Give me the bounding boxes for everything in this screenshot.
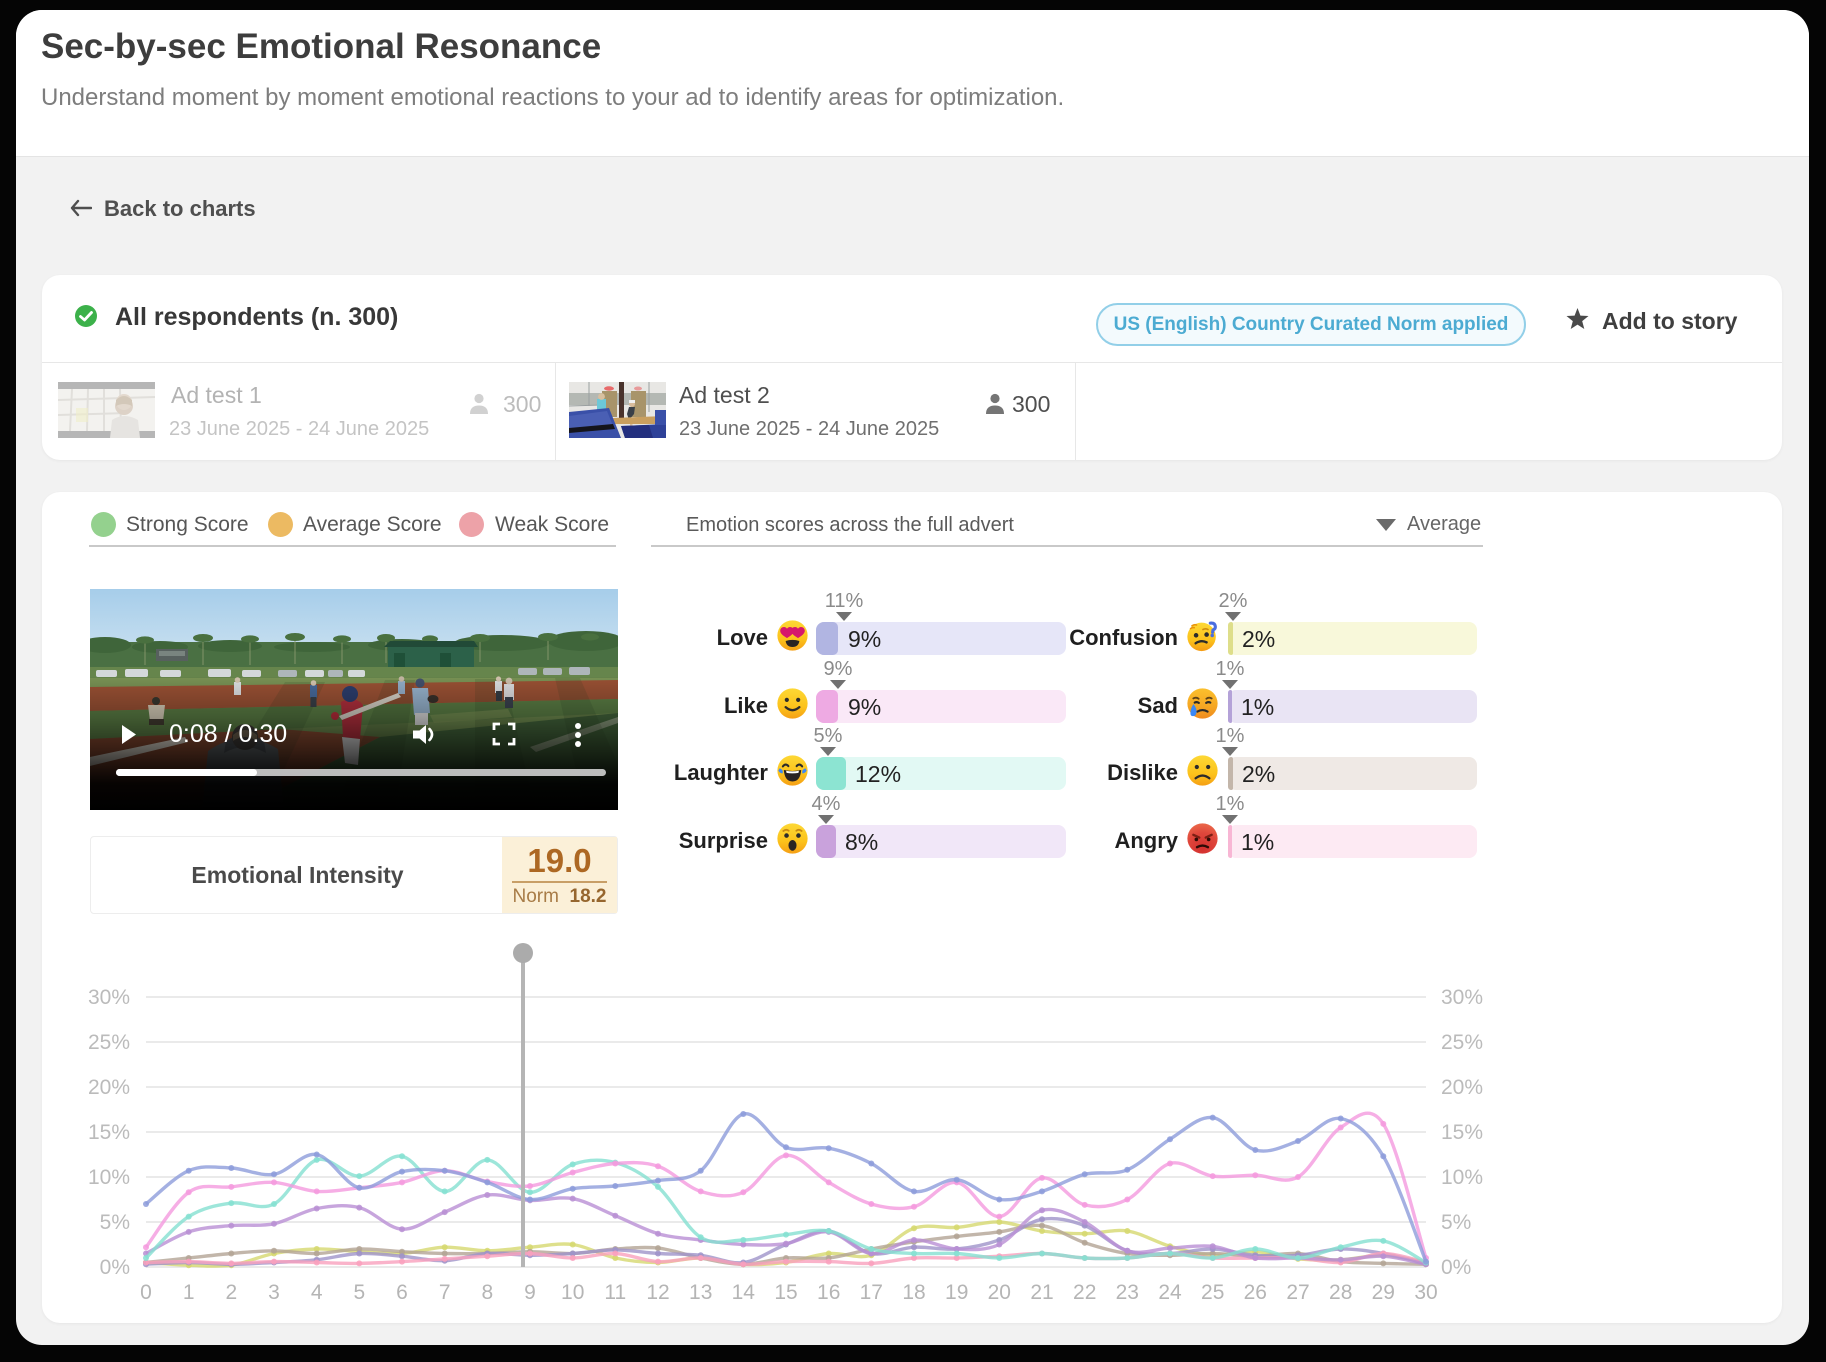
svg-text:12: 12 bbox=[646, 1281, 669, 1304]
svg-text:7: 7 bbox=[439, 1281, 451, 1304]
svg-text:10%: 10% bbox=[88, 1166, 130, 1189]
svg-text:11: 11 bbox=[604, 1281, 626, 1304]
svg-text:29: 29 bbox=[1372, 1281, 1395, 1304]
svg-text:30%: 30% bbox=[1441, 986, 1483, 1009]
svg-text:28: 28 bbox=[1329, 1281, 1352, 1304]
svg-text:8: 8 bbox=[481, 1281, 493, 1304]
svg-text:13: 13 bbox=[689, 1281, 712, 1304]
svg-text:25: 25 bbox=[1201, 1281, 1224, 1304]
svg-text:20%: 20% bbox=[1441, 1076, 1483, 1099]
svg-text:30%: 30% bbox=[88, 986, 130, 1009]
svg-text:27: 27 bbox=[1286, 1281, 1309, 1304]
svg-text:3: 3 bbox=[268, 1281, 280, 1304]
svg-text:5%: 5% bbox=[100, 1211, 130, 1234]
svg-text:0:08 / 0:30: 0:08 / 0:30 bbox=[169, 720, 287, 748]
svg-text:0%: 0% bbox=[1441, 1256, 1471, 1279]
svg-text:2: 2 bbox=[225, 1281, 237, 1304]
svg-text:15%: 15% bbox=[88, 1121, 130, 1144]
svg-text:10%: 10% bbox=[1441, 1166, 1483, 1189]
svg-text:1: 1 bbox=[183, 1281, 195, 1304]
svg-text:9: 9 bbox=[524, 1281, 536, 1304]
svg-text:17: 17 bbox=[860, 1281, 883, 1304]
svg-text:23: 23 bbox=[1116, 1281, 1139, 1304]
svg-text:20: 20 bbox=[988, 1281, 1011, 1304]
svg-text:4: 4 bbox=[311, 1281, 323, 1304]
svg-text:6: 6 bbox=[396, 1281, 408, 1304]
svg-text:15%: 15% bbox=[1441, 1121, 1483, 1144]
svg-text:14: 14 bbox=[732, 1281, 756, 1304]
svg-text:21: 21 bbox=[1030, 1281, 1053, 1304]
svg-text:0%: 0% bbox=[100, 1256, 130, 1279]
svg-text:24: 24 bbox=[1158, 1281, 1182, 1304]
svg-text:30: 30 bbox=[1414, 1281, 1437, 1304]
svg-text:25%: 25% bbox=[88, 1031, 130, 1054]
svg-text:19: 19 bbox=[945, 1281, 968, 1304]
svg-text:15: 15 bbox=[774, 1281, 797, 1304]
svg-text:26: 26 bbox=[1244, 1281, 1267, 1304]
svg-text:10: 10 bbox=[561, 1281, 584, 1304]
svg-text:20%: 20% bbox=[88, 1076, 130, 1099]
svg-text:22: 22 bbox=[1073, 1281, 1096, 1304]
svg-text:5: 5 bbox=[353, 1281, 365, 1304]
svg-text:16: 16 bbox=[817, 1281, 840, 1304]
svg-text:25%: 25% bbox=[1441, 1031, 1483, 1054]
svg-text:5%: 5% bbox=[1441, 1211, 1471, 1234]
svg-text:18: 18 bbox=[902, 1281, 925, 1304]
svg-text:0: 0 bbox=[140, 1281, 152, 1304]
